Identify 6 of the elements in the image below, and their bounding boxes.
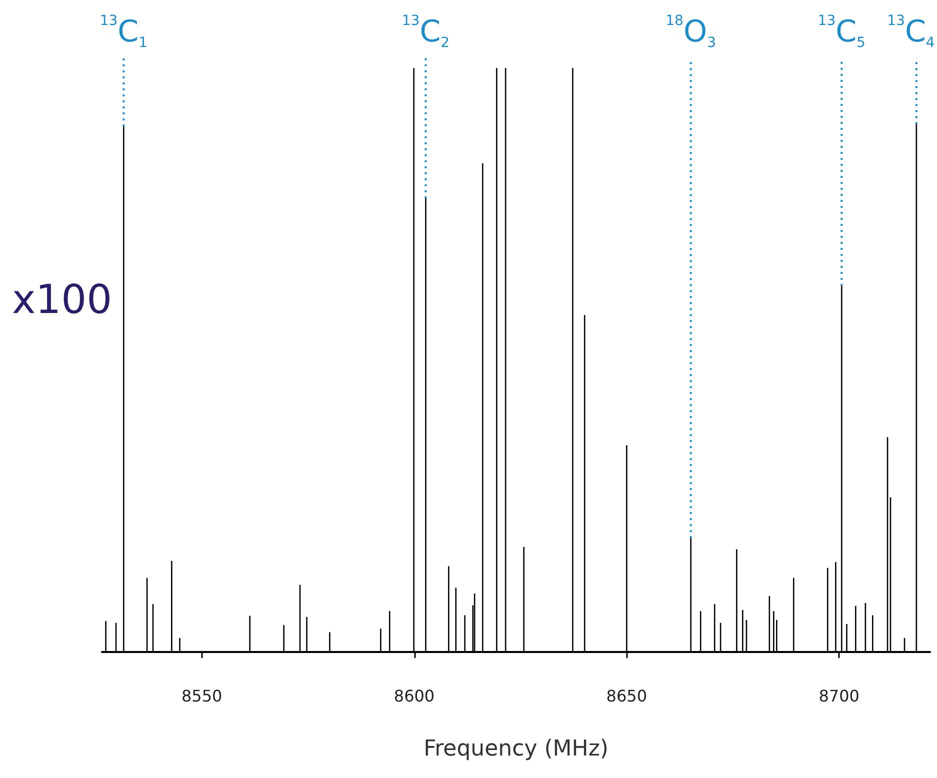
- x-axis-title: Frequency (MHz): [424, 736, 608, 762]
- x-tick-label: 8700: [818, 686, 860, 706]
- annotation: x100: [12, 277, 112, 323]
- x-tick-label: 8550: [181, 686, 222, 706]
- x-tick-label: 8600: [394, 686, 435, 706]
- x-tick-label: 8650: [606, 686, 648, 706]
